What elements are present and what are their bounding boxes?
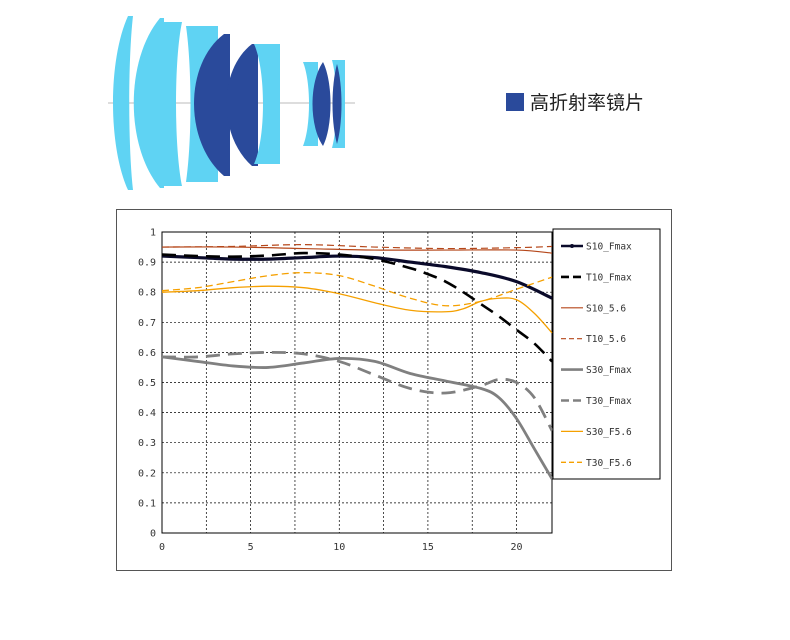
- legend-label: 高折射率镜片: [530, 92, 645, 114]
- lens-element-5: [194, 34, 230, 176]
- legend-label: T30_Fmax: [586, 396, 632, 407]
- series-line-s30-fmax: [161, 355, 554, 480]
- chart-frame: [116, 209, 672, 571]
- lens-element-7: [254, 44, 280, 164]
- legend-label: S10_5.6: [586, 303, 626, 314]
- series-line-t30-fmax: [161, 350, 554, 432]
- y-tick-label: 0.5: [138, 378, 156, 389]
- series-line-t30-f5-6: [161, 271, 553, 307]
- x-tick-label: 20: [511, 542, 523, 553]
- x-tick-label: 15: [422, 542, 434, 553]
- legend-marker: [570, 244, 574, 248]
- y-tick-label: 0.9: [138, 258, 156, 269]
- y-tick-label: 0: [150, 529, 156, 540]
- y-tick-label: 1: [150, 228, 156, 239]
- lens-element-8: [303, 62, 318, 146]
- lens-cross-section-diagram: [108, 16, 355, 190]
- lens-element-1: [113, 16, 133, 190]
- y-tick-label: 0.3: [138, 438, 156, 449]
- high-refraction-legend: 高折射率镜片: [506, 88, 644, 115]
- lens-element-3: [164, 22, 182, 186]
- x-tick-label: 0: [159, 542, 165, 553]
- series-line-s10-5-6: [161, 246, 553, 254]
- legend-label: S30_F5.6: [586, 427, 632, 438]
- legend-label: T10_Fmax: [586, 272, 632, 283]
- y-tick-label: 0.2: [138, 468, 156, 479]
- y-tick-label: 0.8: [138, 288, 156, 299]
- lens-element-9: [312, 62, 331, 146]
- legend-box: [552, 228, 661, 480]
- y-tick-label: 0.6: [138, 348, 156, 359]
- lens-element-2: [133, 18, 164, 188]
- legend-label: T10_5.6: [586, 334, 626, 345]
- lens-element-6: [226, 44, 258, 166]
- x-tick-label: 10: [333, 542, 345, 553]
- legend-label: S10_Fmax: [586, 242, 632, 253]
- series-line-t10-fmax: [161, 251, 553, 363]
- series-line-t10-5-6: [161, 244, 553, 250]
- x-tick-label: 5: [248, 542, 254, 553]
- y-tick-label: 0.4: [138, 408, 156, 419]
- legend-label: S30_Fmax: [586, 365, 632, 376]
- plot-area: [161, 231, 553, 534]
- y-tick-label: 0.7: [138, 318, 156, 329]
- legend-label: T30_F5.6: [586, 458, 632, 469]
- y-tick-label: 0.1: [138, 498, 156, 509]
- legend-swatch: [506, 92, 524, 111]
- lens-element-11: [332, 64, 342, 144]
- series-line-s10-fmax: [161, 254, 553, 300]
- series-line-s30-f5-6: [161, 285, 553, 334]
